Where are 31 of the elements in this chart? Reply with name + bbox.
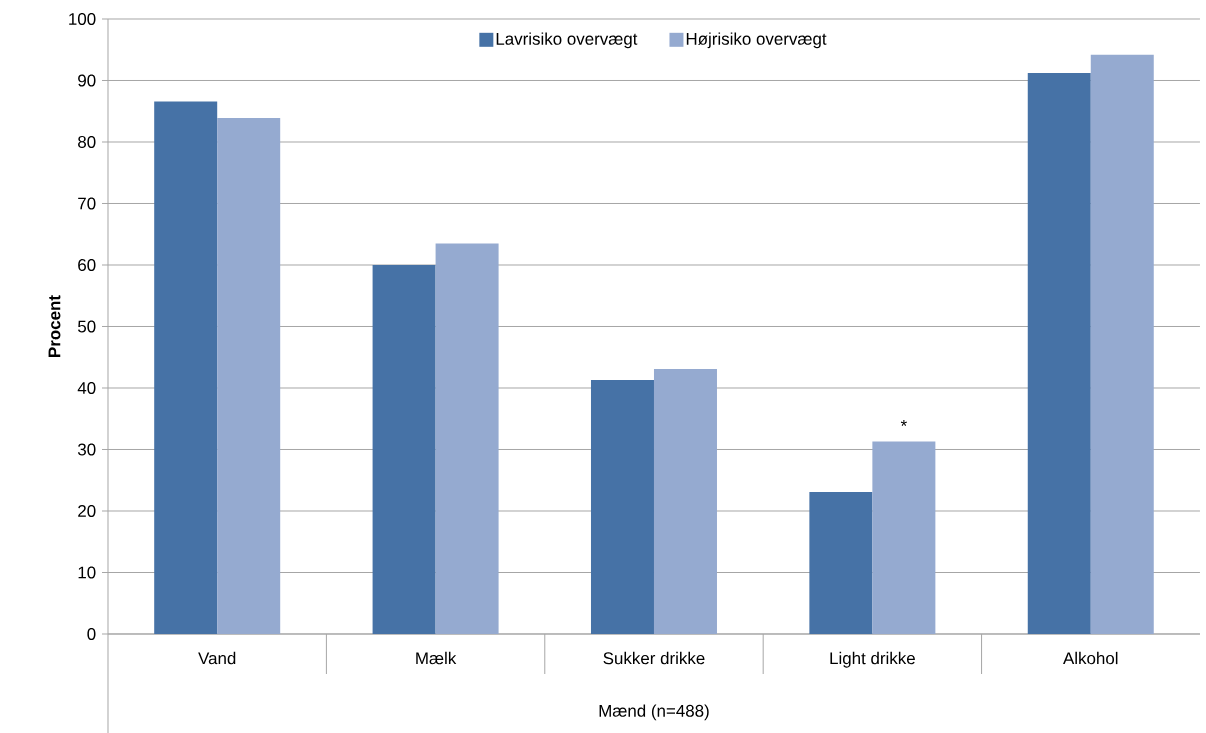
bar xyxy=(372,265,436,634)
legend-label: Højrisiko overvægt xyxy=(686,32,827,49)
bar xyxy=(217,118,281,634)
bar xyxy=(653,368,717,634)
y-tick-label: 90 xyxy=(78,74,96,87)
bar xyxy=(590,380,654,634)
legend-label: Lavrisiko overvægt xyxy=(496,32,638,49)
bar xyxy=(872,441,936,634)
y-tick-label: 50 xyxy=(77,320,96,333)
y-tick-label: 10 xyxy=(78,566,96,579)
annotation: * xyxy=(900,420,907,426)
bar xyxy=(1090,54,1154,634)
y-tick-label: 20 xyxy=(78,505,96,517)
x-tick-label: Mælk xyxy=(416,651,457,665)
y-tick-label: 40 xyxy=(77,382,96,394)
bar xyxy=(435,243,499,634)
y-tick-label: 70 xyxy=(78,197,96,210)
bar xyxy=(154,101,218,634)
y-tick-label: 30 xyxy=(77,443,96,456)
y-axis-title: Procent xyxy=(48,295,61,357)
y-tick-label: 0 xyxy=(87,628,96,640)
x-axis-title: Mænd (n=488) xyxy=(599,704,709,721)
y-tick-label: 60 xyxy=(78,259,96,271)
x-tick-label: Vand xyxy=(198,651,236,665)
x-tick-label: Sukker drikke xyxy=(603,651,705,665)
y-tick-label: 80 xyxy=(78,136,96,148)
x-tick-label: Alkohol xyxy=(1063,651,1118,665)
x-tick-label: Light drikke xyxy=(830,651,915,668)
y-tick-label: 100 xyxy=(69,13,96,25)
bar xyxy=(1027,73,1091,634)
bar xyxy=(809,491,873,634)
